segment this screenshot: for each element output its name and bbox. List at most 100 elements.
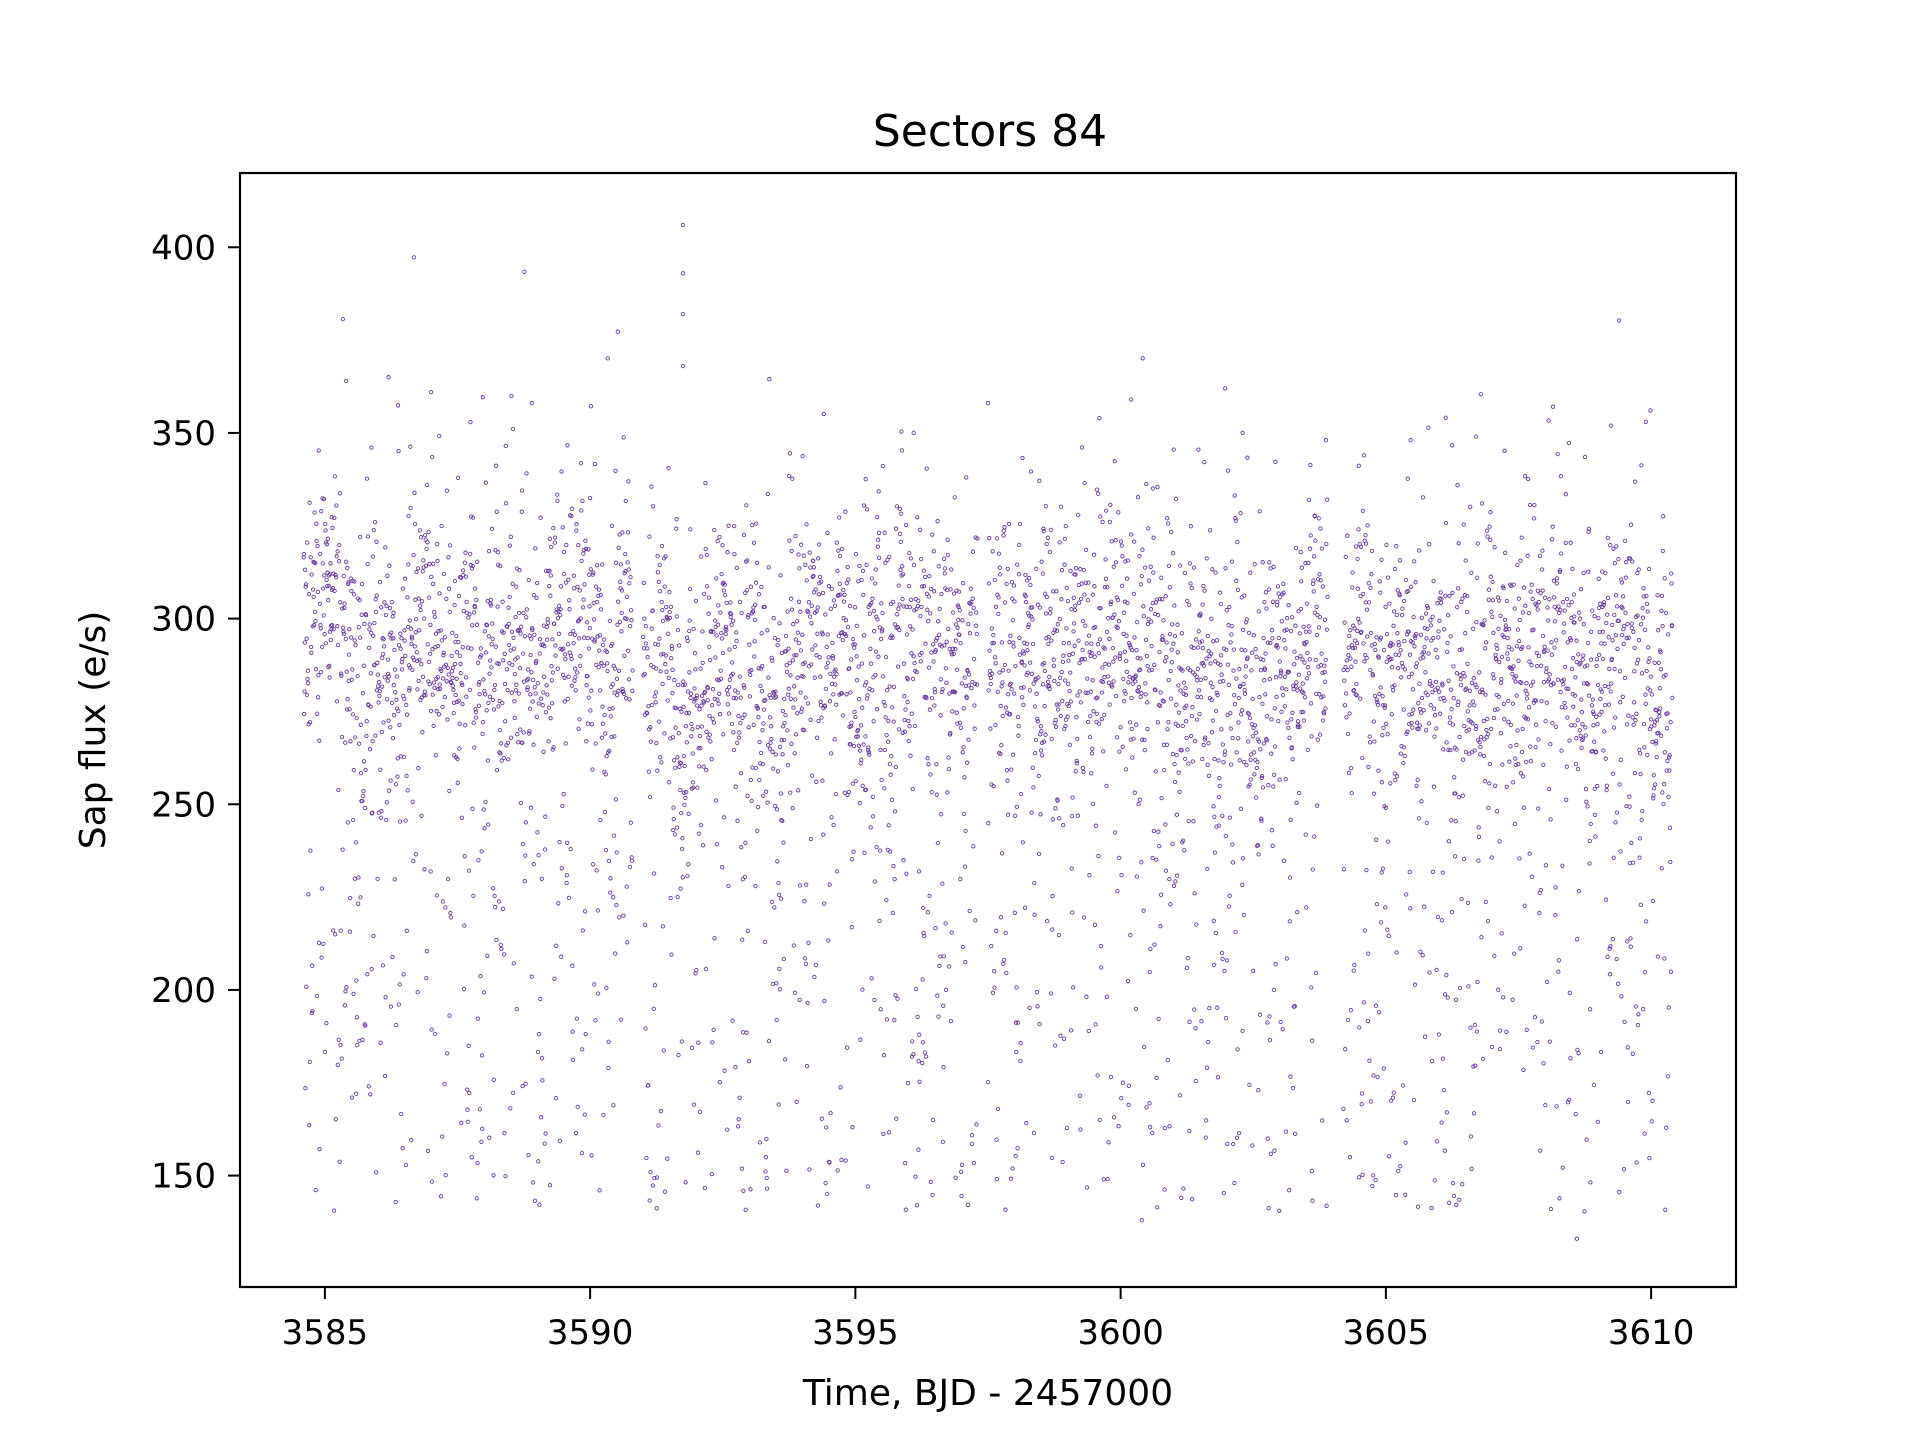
data-point	[1161, 699, 1166, 704]
data-point	[1458, 682, 1464, 688]
data-point	[1476, 858, 1481, 863]
data-point	[713, 624, 718, 630]
data-point	[953, 638, 959, 643]
data-point	[1113, 560, 1119, 565]
data-point	[1243, 664, 1249, 669]
data-point	[661, 1048, 666, 1053]
data-point	[1272, 772, 1277, 777]
data-point	[1078, 700, 1083, 705]
data-point	[1191, 565, 1197, 570]
data-point	[1412, 982, 1418, 987]
data-point	[555, 498, 560, 504]
data-point	[604, 985, 609, 991]
data-point	[798, 648, 804, 653]
data-point	[701, 700, 707, 705]
data-point	[1579, 745, 1584, 750]
data-point	[1320, 718, 1326, 723]
data-point	[783, 633, 789, 639]
data-point	[1614, 956, 1619, 962]
data-point	[824, 1191, 830, 1197]
data-point	[1567, 1097, 1572, 1103]
data-point	[347, 707, 352, 712]
data-point	[580, 928, 585, 933]
data-point	[1164, 640, 1169, 645]
data-point	[1239, 708, 1245, 713]
data-point	[1425, 627, 1430, 632]
data-point	[993, 722, 998, 728]
data-point	[909, 651, 914, 656]
data-point	[1511, 582, 1516, 587]
data-point	[1096, 650, 1101, 656]
data-point	[1472, 703, 1477, 708]
data-point	[707, 713, 712, 719]
data-point	[1039, 753, 1045, 758]
data-point	[821, 832, 826, 837]
data-point	[333, 575, 339, 580]
data-point	[1221, 760, 1226, 765]
data-point	[1276, 635, 1282, 641]
data-point	[1577, 610, 1582, 615]
data-point	[795, 711, 800, 716]
data-point	[806, 599, 811, 605]
data-point	[574, 1016, 580, 1021]
data-point	[765, 628, 770, 633]
data-point	[302, 567, 308, 572]
data-point	[1323, 706, 1328, 711]
data-point	[1380, 733, 1385, 738]
data-point	[559, 866, 564, 871]
data-point	[438, 628, 443, 633]
data-point	[1462, 723, 1467, 729]
data-point	[1651, 773, 1656, 778]
data-point	[1639, 817, 1644, 823]
data-point	[575, 619, 581, 624]
data-point	[974, 631, 979, 637]
data-point	[1001, 533, 1006, 538]
data-point	[691, 785, 696, 790]
data-point	[1497, 659, 1502, 665]
data-point	[465, 1119, 470, 1125]
data-point	[500, 599, 505, 604]
data-point	[786, 473, 792, 479]
data-point	[916, 1147, 921, 1152]
data-point	[1354, 693, 1359, 698]
data-point	[1447, 715, 1453, 720]
data-point	[1560, 600, 1566, 605]
data-point	[1029, 671, 1035, 676]
data-point	[344, 985, 349, 990]
data-point	[1095, 1073, 1100, 1078]
data-point	[824, 665, 829, 670]
data-point	[463, 574, 468, 579]
data-point	[689, 734, 694, 739]
data-point	[839, 546, 845, 552]
data-point	[1105, 1176, 1110, 1182]
data-point	[739, 1166, 745, 1171]
data-point	[429, 1027, 434, 1032]
data-point	[399, 667, 405, 672]
data-point	[995, 1106, 1001, 1112]
data-point	[959, 1169, 964, 1174]
data-point	[1134, 648, 1139, 653]
data-point	[1307, 546, 1313, 551]
data-point	[1575, 1047, 1580, 1053]
data-point	[1064, 626, 1069, 631]
data-point	[1448, 634, 1453, 639]
data-point	[990, 549, 995, 554]
data-point	[1379, 870, 1384, 875]
data-point	[1101, 1177, 1106, 1182]
data-point	[991, 783, 996, 789]
data-point	[501, 755, 506, 761]
data-point	[940, 881, 945, 886]
data-point	[937, 963, 942, 969]
data-point	[355, 1042, 360, 1048]
data-point	[414, 569, 419, 575]
data-point	[565, 443, 570, 448]
data-point	[554, 943, 559, 948]
data-point	[649, 484, 654, 489]
data-point	[906, 583, 912, 589]
data-point	[1625, 1099, 1631, 1105]
data-point	[1208, 680, 1213, 685]
data-point	[1284, 616, 1290, 621]
data-point	[1482, 618, 1487, 623]
data-point	[1160, 637, 1166, 642]
data-point	[1486, 597, 1491, 602]
